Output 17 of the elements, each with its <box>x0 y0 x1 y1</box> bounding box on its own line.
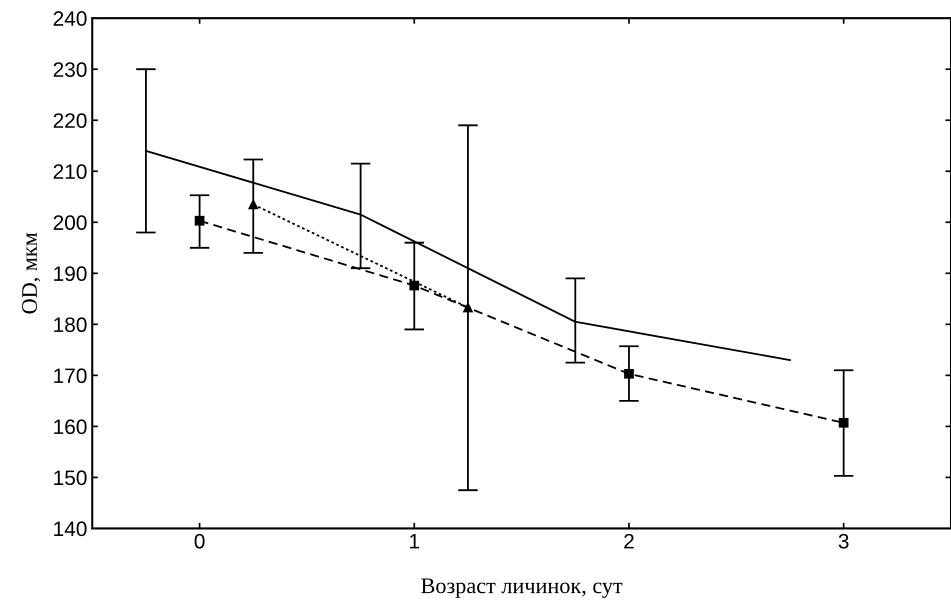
y-tick-label: 240 <box>54 11 87 26</box>
x-tick-label: 2 <box>624 534 634 548</box>
y-tick-label: 140 <box>54 521 87 536</box>
y-axis-title: OD, мкм <box>22 232 40 314</box>
y-tick-label: 160 <box>54 419 87 434</box>
x-axis-title: Возраст личинок, сут <box>421 578 622 598</box>
x-tick-label: 0 <box>194 534 205 549</box>
y-tick-label: 170 <box>54 368 87 384</box>
x-tick-label: 1 <box>410 534 420 548</box>
y-tick-label: 190 <box>54 266 87 282</box>
x-tick-label: 3 <box>838 534 849 549</box>
y-tick-label: 220 <box>54 113 87 128</box>
y-tick-label: 200 <box>54 215 87 230</box>
y-tick-label: 180 <box>54 317 87 332</box>
y-tick-label: 230 <box>54 62 87 77</box>
y-tick-label: 210 <box>54 164 87 180</box>
y-tick-label: 150 <box>54 470 87 486</box>
